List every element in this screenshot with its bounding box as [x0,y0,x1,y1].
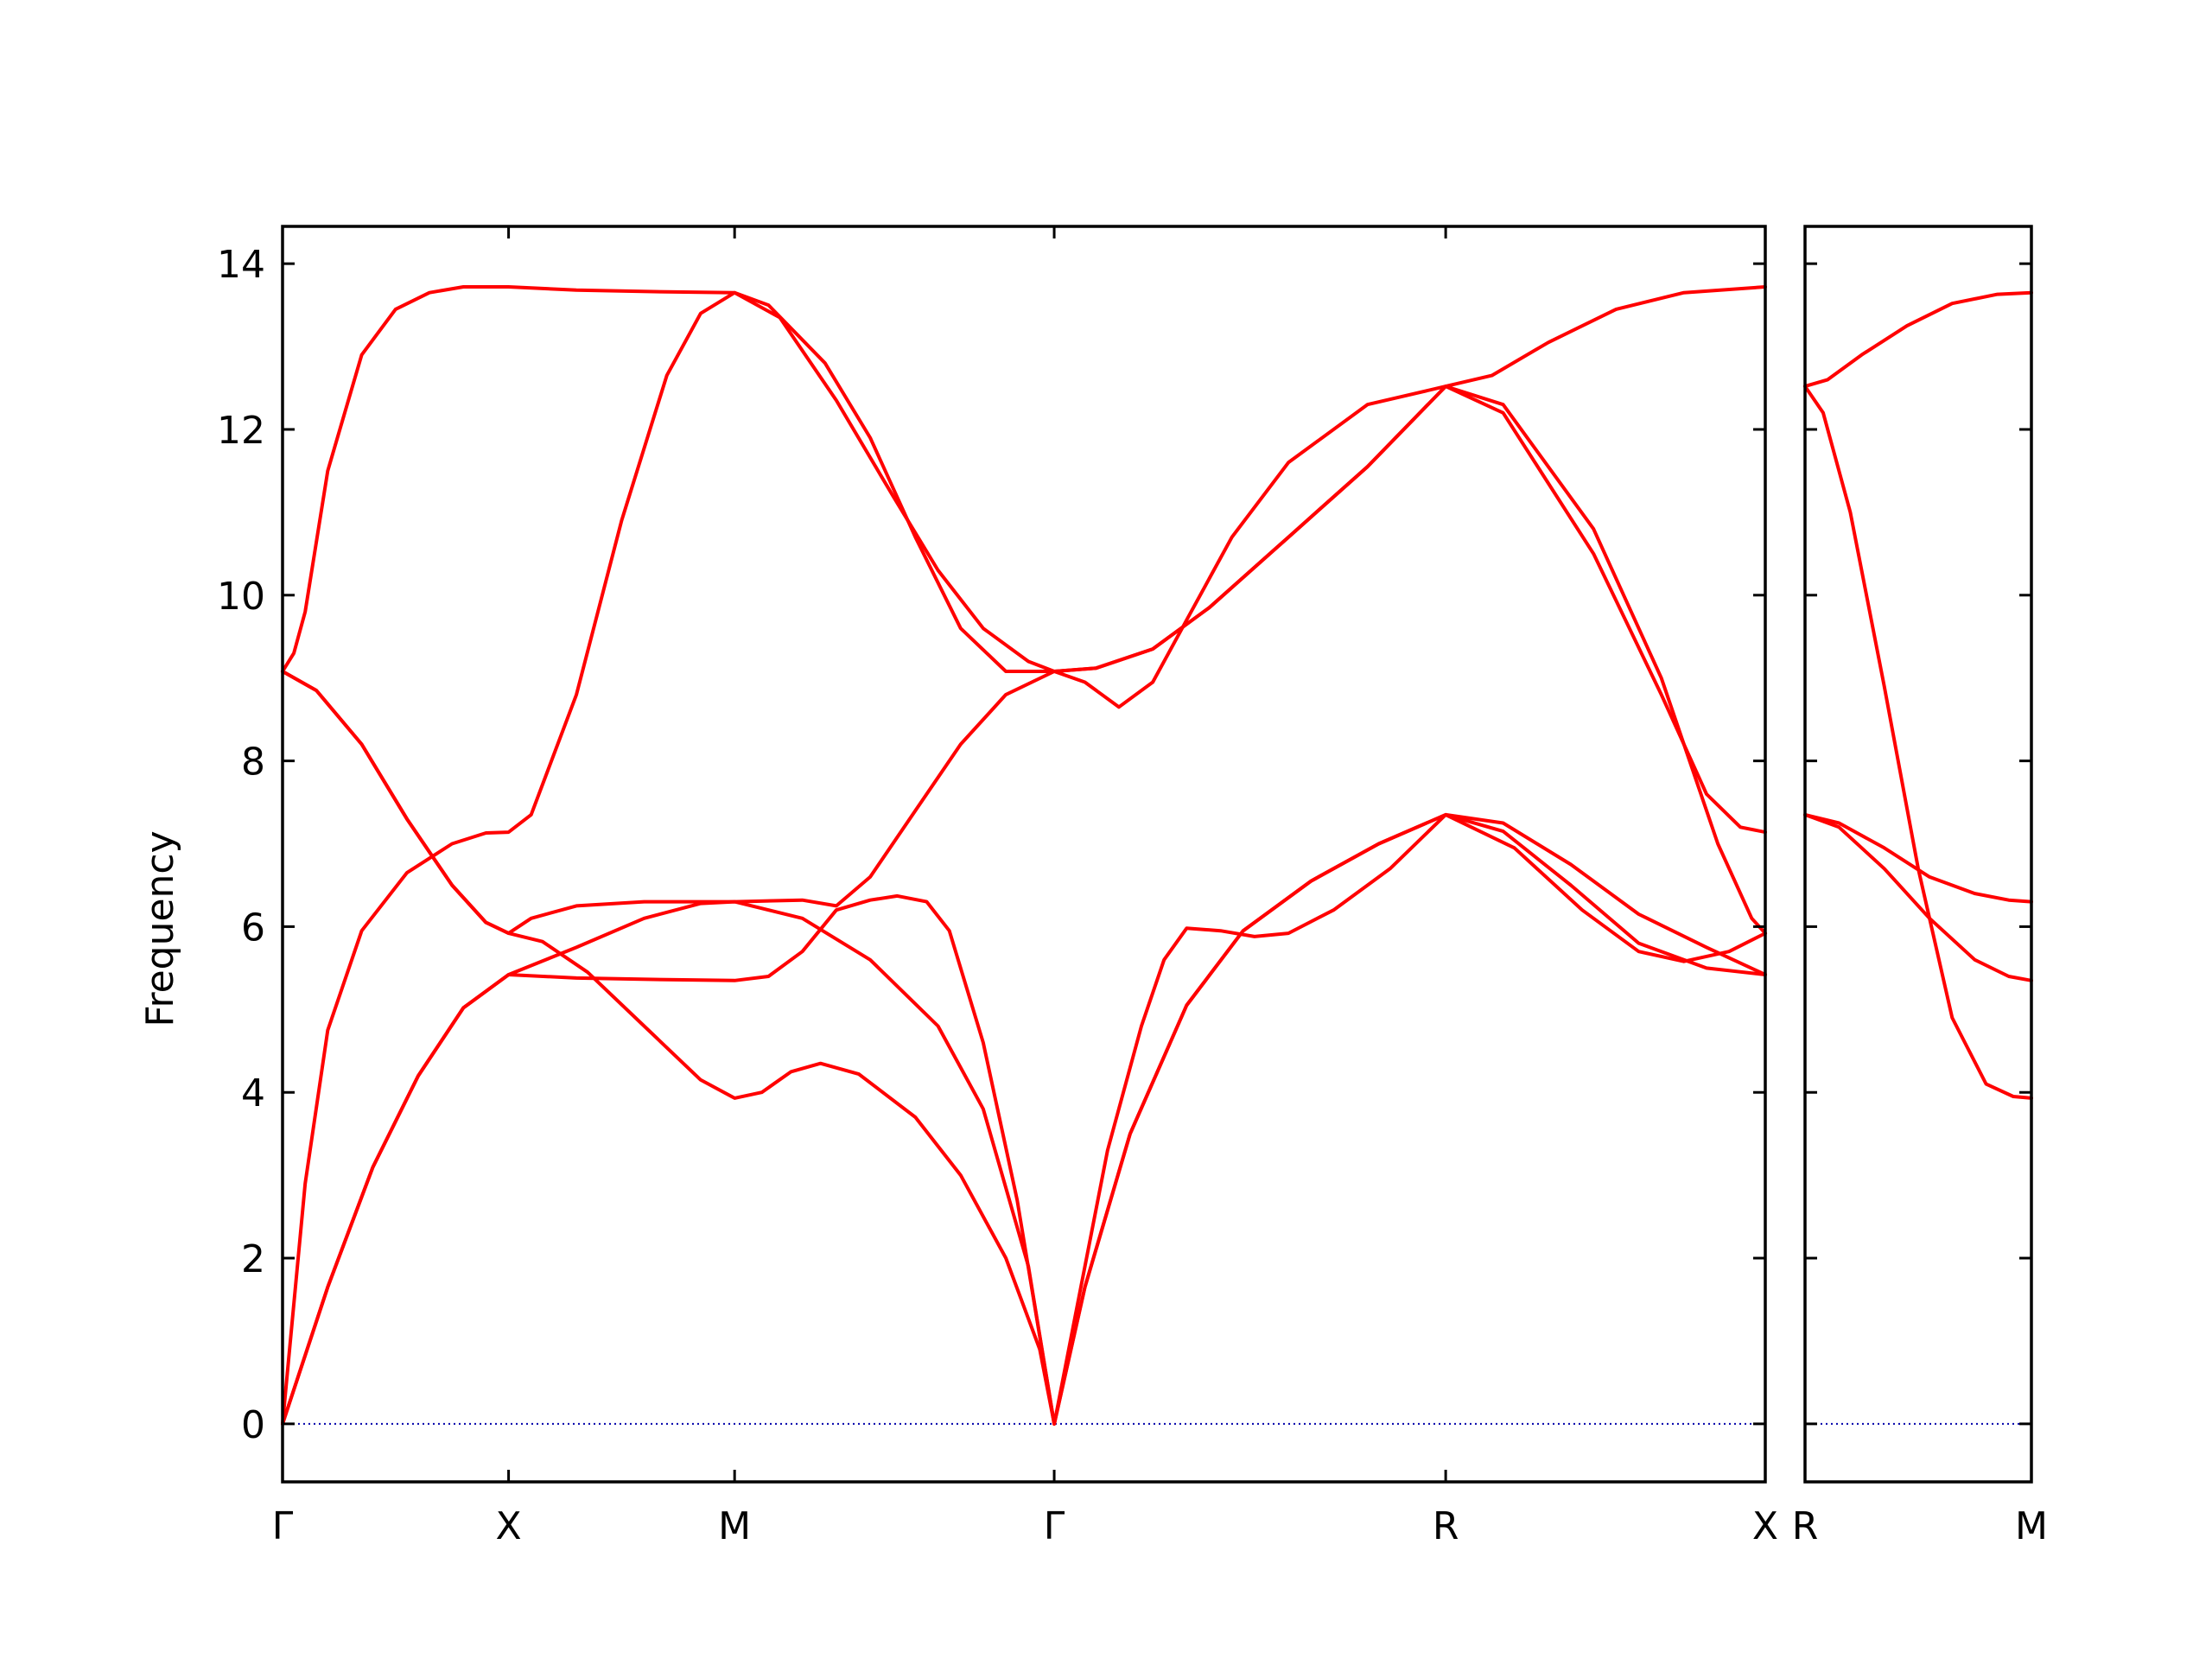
y-tick-label: 0 [241,1403,265,1447]
y-axis-label: Frequency [138,830,182,1027]
x-tick-label: M [718,1504,751,1548]
x-tick-label: Γ [272,1504,294,1548]
y-tick-label: 12 [217,409,265,453]
x-tick-label: R [1433,1504,1459,1548]
side-band-2 [1803,385,2033,1100]
x-tick-label: X [1752,1504,1778,1548]
main-band-4 [281,812,1767,1426]
y-tick-label: 4 [241,1071,265,1116]
x-tick-label: Γ [1044,1504,1065,1548]
y-tick-label: 10 [217,575,265,619]
y-tick-label: 2 [241,1237,265,1281]
main-panel: 0 2 4 6 8 10 12 14 Γ X M Γ R X [217,225,1778,1548]
y-tick-label: 14 [217,243,265,287]
side-band-3 [1803,812,2033,982]
main-band-1 [281,285,1767,673]
x-tick-label: X [496,1504,522,1548]
y-tick-label: 8 [241,741,265,785]
main-band-3 [281,290,1767,1426]
main-band-6 [281,385,1767,936]
main-axes-frame [281,225,1767,1484]
main-band-5 [281,812,1767,1426]
y-tick-label: 6 [241,906,265,950]
side-band-4 [1803,812,2033,904]
side-axes-frame [1803,225,2033,1484]
side-band-1 [1803,290,2033,389]
x-tick-label: M [2015,1504,2048,1548]
main-band-2 [281,670,1767,1426]
x-tick-label: R [1792,1504,1819,1548]
